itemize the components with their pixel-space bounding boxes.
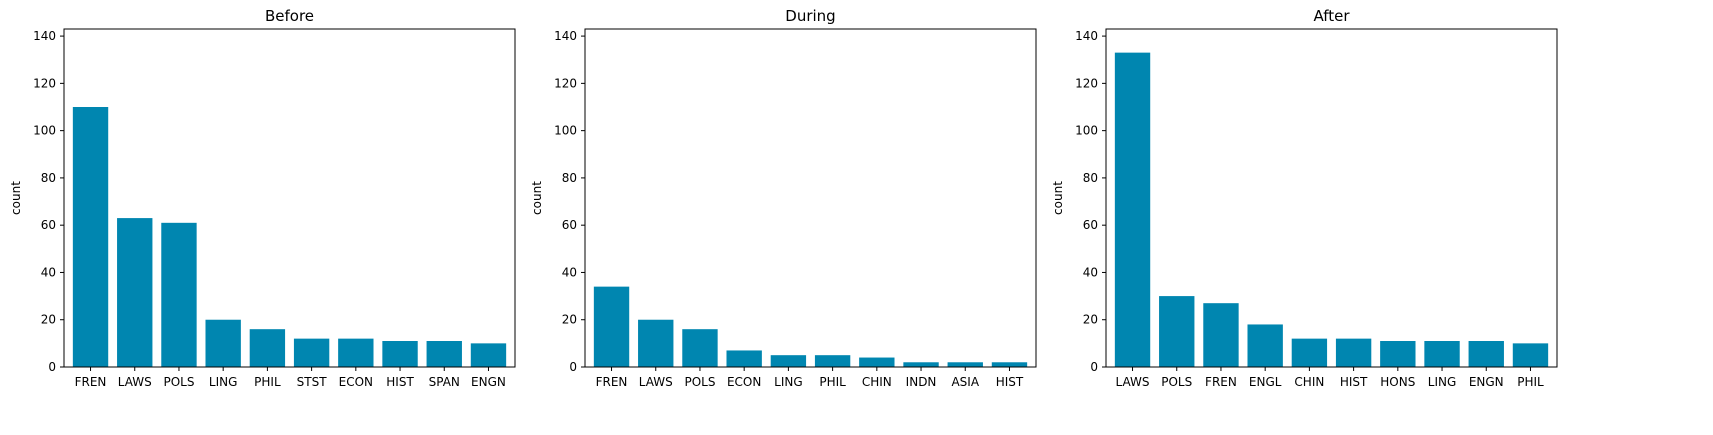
x-tick-label: STST [297, 375, 328, 389]
y-axis-label: count [1051, 181, 1065, 215]
bar [947, 362, 983, 367]
x-tick-label: ENGN [1469, 375, 1504, 389]
x-tick-label: INDN [906, 375, 937, 389]
bar [991, 362, 1028, 367]
x-tick-label: POLS [1161, 375, 1192, 389]
x-tick-label: CHIN [862, 375, 892, 389]
x-tick-label: ECON [339, 375, 373, 389]
y-tick-label: 40 [562, 265, 577, 279]
bar [293, 338, 330, 367]
x-tick-label: CHIN [1294, 375, 1324, 389]
y-tick-label: 40 [41, 265, 56, 279]
y-tick-label: 140 [33, 29, 56, 43]
bar [1512, 343, 1549, 367]
bar [726, 350, 762, 367]
chart-after: After count LAWS POLS FREN ENGL CHIN HIST HONS… [1051, 7, 1558, 389]
bar [903, 362, 939, 367]
bar [1247, 324, 1283, 367]
bar [638, 319, 674, 367]
y-tick-label: 40 [1083, 265, 1098, 279]
x-tick-label: SPAN [429, 375, 460, 389]
x-tick-label: HIST [386, 375, 414, 389]
x-tick-label: ENGL [1249, 375, 1282, 389]
y-tick-label: 120 [554, 76, 577, 90]
chart-before: Before count FREN LAWS POLS LING PHIL STST ECO… [9, 7, 516, 389]
x-tick-label: LING [1428, 375, 1457, 389]
y-tick-label: 140 [1075, 29, 1098, 43]
plot-area [584, 28, 1037, 368]
x-tick-label: FREN [75, 375, 107, 389]
bar [426, 341, 462, 367]
y-tick-label: 120 [33, 76, 56, 90]
chart-title: During [785, 7, 835, 25]
x-tick-label: PHIL [819, 375, 846, 389]
x-tick-label: POLS [684, 375, 715, 389]
x-tick-label: HIST [996, 375, 1024, 389]
y-tick-label: 60 [41, 218, 56, 232]
y-tick-label: 100 [33, 124, 56, 138]
y-tick-label: 20 [41, 313, 56, 327]
x-tick-label: LAWS [1116, 375, 1150, 389]
x-tick-label: LAWS [639, 375, 673, 389]
y-axis-label: count [530, 181, 544, 215]
bar [593, 286, 630, 367]
bar [770, 355, 807, 367]
x-tick-label: FREN [596, 375, 628, 389]
bar [1203, 303, 1239, 367]
y-axis-label: count [9, 181, 23, 215]
y-tick-label: 0 [569, 360, 577, 374]
y-tick-label: 80 [1083, 171, 1098, 185]
bar [1159, 296, 1195, 367]
y-tick-label: 100 [1075, 124, 1098, 138]
y-tick-label: 120 [1075, 76, 1098, 90]
bar [117, 218, 153, 367]
y-tick-label: 20 [562, 313, 577, 327]
y-tick-label: 0 [1090, 360, 1098, 374]
x-tick-label: HIST [1340, 375, 1368, 389]
bar [1335, 338, 1372, 367]
bar [249, 329, 286, 367]
bar [1424, 341, 1460, 367]
bar [682, 329, 718, 367]
y-tick-label: 20 [1083, 313, 1098, 327]
bar [814, 355, 851, 367]
chart-during: During count FREN LAWS POLS ECON LING PHIL CHI… [530, 7, 1037, 389]
bar [1380, 341, 1416, 367]
x-tick-label: LING [774, 375, 803, 389]
x-tick-label: PHIL [254, 375, 281, 389]
x-tick-label: FREN [1205, 375, 1237, 389]
plot-area [63, 28, 516, 368]
x-tick-label: HONS [1380, 375, 1415, 389]
y-tick-label: 0 [48, 360, 56, 374]
bar [859, 357, 895, 367]
y-tick-label: 100 [554, 124, 577, 138]
y-tick-label: 60 [562, 218, 577, 232]
bar [205, 319, 241, 367]
plot-area [1105, 28, 1558, 368]
y-tick-label: 80 [41, 171, 56, 185]
x-tick-label: PHIL [1517, 375, 1544, 389]
x-tick-label: ECON [727, 375, 761, 389]
bar [1291, 338, 1328, 367]
y-tick-label: 140 [554, 29, 577, 43]
chart-title: After [1313, 7, 1350, 25]
x-tick-label: ASIA [951, 375, 979, 389]
bar [470, 343, 507, 367]
bar [1468, 341, 1504, 367]
y-tick-label: 60 [1083, 218, 1098, 232]
x-tick-label: ENGN [471, 375, 506, 389]
bar [382, 341, 418, 367]
bar [338, 338, 374, 367]
y-tick-label: 80 [562, 171, 577, 185]
bar [72, 107, 109, 367]
x-tick-label: LING [209, 375, 238, 389]
x-tick-label: POLS [163, 375, 194, 389]
x-tick-label: LAWS [118, 375, 152, 389]
chart-title: Before [265, 7, 314, 25]
bar [161, 222, 197, 367]
bar [1114, 52, 1151, 368]
